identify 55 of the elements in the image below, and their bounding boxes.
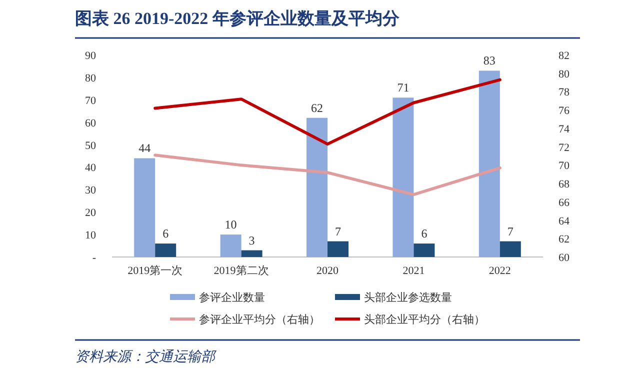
- x-tick-label: 2019第二次: [214, 265, 269, 277]
- data-label: 10: [224, 218, 237, 232]
- y-tick-label: 50: [85, 140, 96, 152]
- data-label: 6: [421, 226, 428, 241]
- data-label: 3: [248, 233, 255, 248]
- bar: [478, 70, 500, 257]
- y-tick-label: -: [92, 252, 96, 264]
- data-label: 7: [335, 224, 341, 238]
- y-tick-label: 20: [85, 207, 96, 220]
- legend-label: 头部企业参选数量: [364, 291, 452, 304]
- bar: [328, 241, 348, 257]
- y2-tick-label: 78: [558, 86, 570, 99]
- line-series: [154, 154, 502, 196]
- data-label: 83: [483, 54, 496, 68]
- chart-title: 图表 26 2019-2022 年参评企业数量及平均分: [75, 9, 400, 28]
- legend-label: 头部企业平均分（右轴）: [364, 313, 485, 326]
- bar: [241, 250, 262, 257]
- legend-label: 参评企业数量: [199, 291, 265, 304]
- bar: [414, 244, 435, 257]
- x-tick-label: 2021: [402, 265, 425, 277]
- y-tick-label: 70: [85, 94, 96, 107]
- y-tick-label: 30: [85, 184, 96, 197]
- y2-tick-label: 66: [558, 196, 570, 209]
- bar: [392, 98, 414, 257]
- data-label: 62: [311, 100, 323, 115]
- y-tick-label: 40: [85, 162, 96, 174]
- y2-tick-label: 62: [558, 234, 570, 246]
- line-series: [154, 78, 502, 146]
- bar: [220, 234, 242, 257]
- bar: [500, 241, 521, 257]
- x-tick-label: 2022: [488, 265, 511, 277]
- bar: [134, 158, 156, 257]
- y2-tick-label: 76: [558, 105, 570, 118]
- y2-tick-label: 64: [558, 215, 570, 228]
- x-tick-label: 2020: [316, 265, 339, 277]
- y2-tick-label: 68: [558, 178, 570, 191]
- y2-tick-label: 80: [558, 68, 570, 80]
- data-label: 6: [162, 226, 169, 241]
- data-label: 71: [397, 80, 410, 95]
- y-tick-label: 80: [85, 72, 96, 84]
- y2-tick-label: 74: [558, 123, 570, 136]
- x-tick-label: 2019第一次: [128, 265, 183, 277]
- y2-tick-label: 70: [558, 160, 570, 172]
- y2-tick-label: 72: [558, 142, 570, 154]
- bar: [155, 244, 176, 257]
- y-tick-label: 90: [85, 50, 96, 62]
- bar: [306, 118, 328, 257]
- data-label: 44: [138, 141, 151, 156]
- y-tick-label: 10: [85, 230, 96, 242]
- y2-tick-label: 82: [558, 50, 570, 62]
- y2-tick-label: 60: [558, 252, 570, 264]
- data-label: 7: [507, 224, 514, 238]
- text: 资料来源：交通运输部: [75, 349, 217, 365]
- legend-label: 参评企业平均分（右轴）: [199, 313, 320, 326]
- y-tick-label: 60: [85, 117, 96, 130]
